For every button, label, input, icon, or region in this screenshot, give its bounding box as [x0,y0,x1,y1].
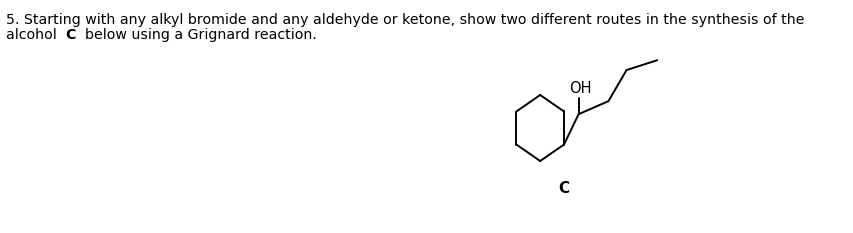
Text: below using a Grignard reaction.: below using a Grignard reaction. [76,28,317,42]
Text: C: C [557,181,568,196]
Text: 5. Starting with any alkyl bromide and any aldehyde or ketone, show two differen: 5. Starting with any alkyl bromide and a… [6,13,804,27]
Text: alcohol: alcohol [6,28,61,42]
Text: C: C [65,28,76,42]
Text: OH: OH [568,81,591,96]
